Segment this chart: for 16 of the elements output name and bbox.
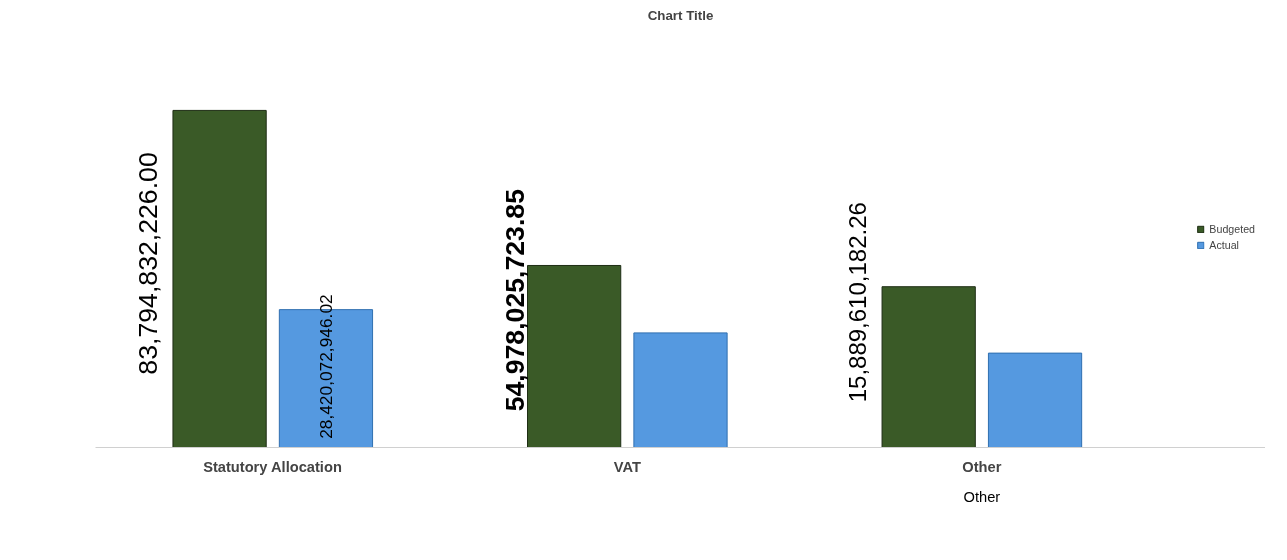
bar (527, 264, 622, 448)
annotation: 28,420,072,946.02 (316, 294, 337, 439)
text: Other (963, 488, 1001, 505)
annotation: 83,794,832,226.00 (132, 152, 163, 375)
legend-label: Budgeted (1209, 223, 1255, 235)
bar (881, 286, 976, 448)
x-tick-label: VAT (613, 458, 641, 475)
bar (987, 352, 1083, 448)
x-tick-label: Other (962, 458, 1002, 475)
bar (172, 109, 267, 448)
bar (633, 332, 728, 448)
annotation: 54,978,025,723.85 (499, 188, 530, 412)
annotation: 15,889,610,182.26 (844, 202, 872, 403)
x-tick-label: Statutory Allocation (203, 458, 342, 475)
legend-label: Actual (1209, 239, 1239, 251)
chart-title: Chart Title (647, 7, 714, 23)
